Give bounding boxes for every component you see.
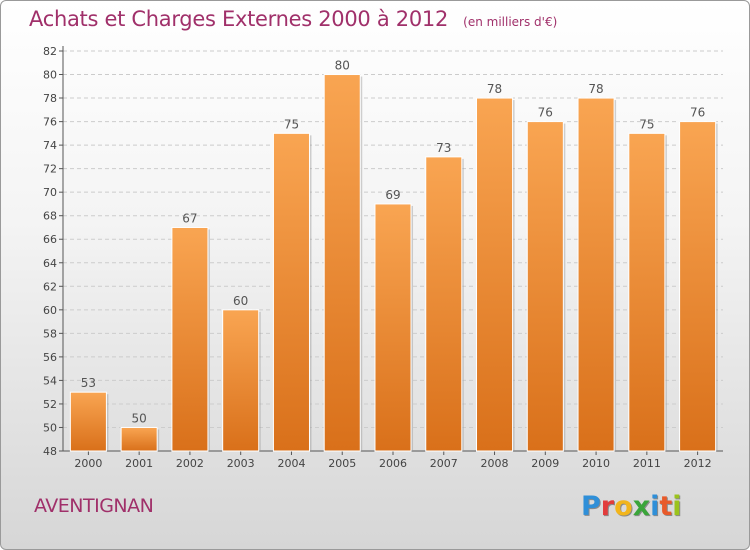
data-label-2009: 76	[538, 106, 553, 120]
data-label-2006: 69	[385, 188, 400, 202]
data-label-2011: 75	[639, 117, 654, 131]
y-tick-label: 48	[43, 445, 57, 458]
logo-letter: r	[600, 491, 615, 522]
data-label-2003: 60	[233, 294, 248, 308]
y-tick-label: 58	[43, 327, 57, 340]
x-tick-label-2006: 2006	[379, 457, 407, 470]
bar-2005	[323, 74, 361, 452]
commune-name: AVENTIGNAN	[34, 495, 154, 517]
y-tick-label: 80	[43, 69, 57, 82]
logo-letter: P	[581, 491, 601, 522]
x-tick-label-2007: 2007	[430, 457, 458, 470]
title-row: Achats et Charges Externes 2000 à 2012 (…	[29, 7, 557, 31]
data-label-2010: 78	[588, 82, 603, 96]
data-label-2005: 80	[335, 59, 350, 73]
y-tick-label: 50	[43, 421, 57, 434]
bar-2010	[577, 97, 615, 452]
x-tick-label-2001: 2001	[125, 457, 153, 470]
data-label-2000: 53	[81, 376, 96, 390]
data-label-2002: 67	[182, 211, 197, 225]
y-tick-label: 74	[43, 139, 57, 152]
data-label-2012: 76	[690, 106, 705, 120]
x-tick-label-2010: 2010	[582, 457, 610, 470]
proxiti-logo: Proxiti	[581, 491, 682, 522]
labels: 53 2000 50 2001 67 2002 60 2003 75 2004 80 2005 69 20…	[74, 59, 711, 470]
y-tick-label: 66	[43, 233, 57, 246]
x-tick-label-2011: 2011	[633, 457, 661, 470]
data-label-2007: 73	[436, 141, 451, 155]
y-tick-label: 60	[43, 304, 57, 317]
y-tick-label: 72	[43, 163, 57, 176]
x-tick-label-2002: 2002	[176, 457, 204, 470]
x-tick-label-2008: 2008	[481, 457, 509, 470]
chart-title: Achats et Charges Externes 2000 à 2012	[29, 7, 449, 31]
x-tick-label-2005: 2005	[328, 457, 356, 470]
x-tick-label-2003: 2003	[227, 457, 255, 470]
y-tick-label: 64	[43, 257, 57, 270]
bars	[69, 74, 718, 452]
y-tick-label: 68	[43, 210, 57, 223]
bar-2002	[171, 226, 209, 452]
y-tick-label: 70	[43, 186, 57, 199]
bar-2004	[272, 132, 310, 452]
bar-2008	[476, 97, 514, 452]
bar-2001	[120, 426, 158, 452]
logo-letter: i	[672, 491, 682, 522]
x-tick-label-2012: 2012	[684, 457, 712, 470]
logo-letter: x	[632, 491, 651, 522]
logo-letter: t	[659, 491, 673, 522]
x-tick-label-2009: 2009	[531, 457, 559, 470]
y-tick-label: 76	[43, 116, 57, 129]
bar-2011	[628, 132, 666, 452]
data-label-2001: 50	[132, 411, 147, 425]
bar-2012	[679, 121, 717, 452]
data-label-2004: 75	[284, 117, 299, 131]
data-label-2008: 78	[487, 82, 502, 96]
bar-2000	[69, 391, 107, 452]
unit-note: (en milliers d'€)	[463, 15, 558, 29]
y-tick-label: 54	[43, 374, 57, 387]
y-tick-label: 52	[43, 398, 57, 411]
logo-letter: i	[650, 491, 660, 522]
x-tick-label-2004: 2004	[277, 457, 305, 470]
x-tick-label-2000: 2000	[74, 457, 102, 470]
logo-letter: o	[614, 491, 633, 522]
bar-2009	[526, 121, 564, 452]
y-tick-label: 62	[43, 280, 57, 293]
bar-2003	[222, 309, 260, 452]
y-tick-label: 56	[43, 351, 57, 364]
y-tick-label: 78	[43, 92, 57, 105]
bar-2006	[374, 203, 412, 452]
bar-2007	[425, 156, 463, 452]
y-tick-label: 82	[43, 45, 57, 58]
